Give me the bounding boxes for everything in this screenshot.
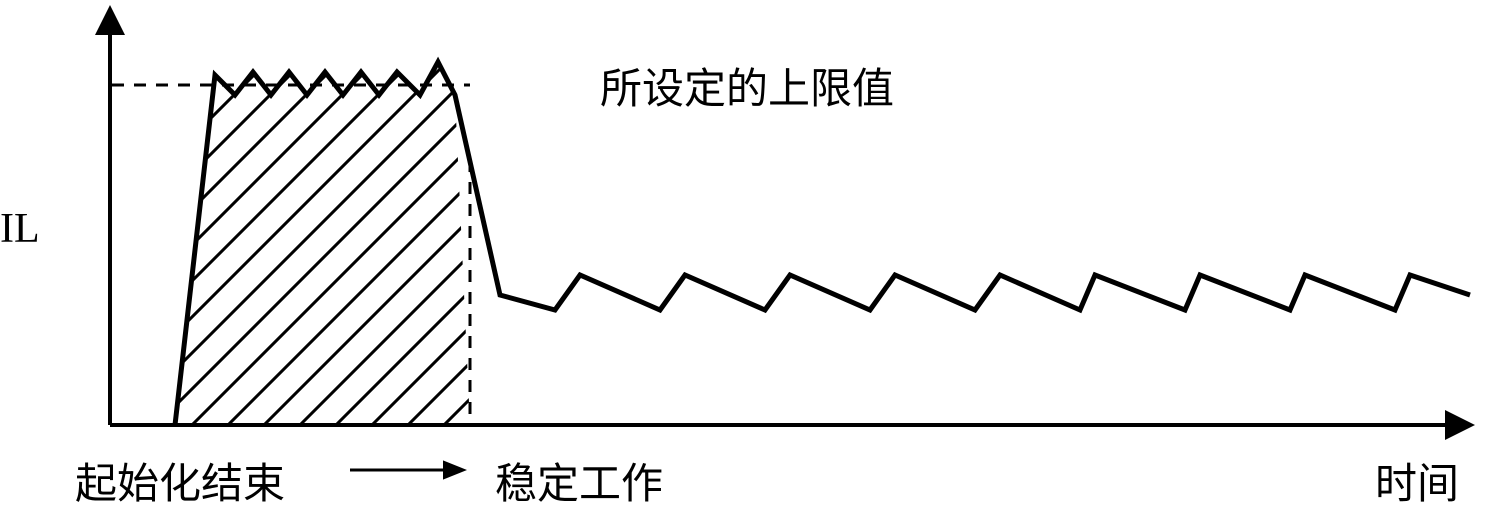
init-arrow-head [443, 460, 467, 479]
init-end-label: 起始化结束 [75, 450, 285, 511]
x-axis-arrow [1445, 410, 1475, 440]
upper-limit-label: 所设定的上限值 [600, 55, 894, 116]
y-axis-arrow [95, 5, 125, 35]
y-axis-label: IL [0, 205, 40, 253]
waveform [175, 62, 1470, 425]
hatched-region [0, 60, 881, 435]
stable-work-label: 稳定工作 [495, 450, 663, 511]
x-axis-label: 时间 [1375, 450, 1459, 511]
chart-container: IL 所设定的上限值 起始化结束 稳定工作 时间 [0, 0, 1507, 520]
